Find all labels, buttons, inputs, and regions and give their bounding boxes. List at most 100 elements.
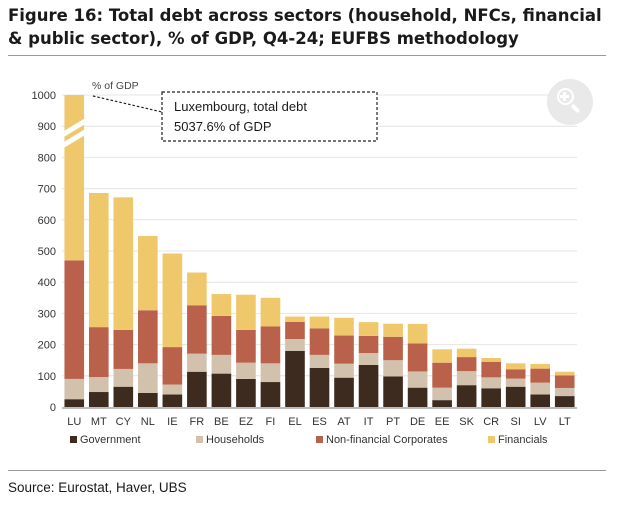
- annotation-connector: [92, 95, 163, 113]
- bar-fi-non-financial-corporates: [260, 326, 281, 364]
- x-tick-label: CR: [483, 416, 499, 428]
- bar-pt-government: [383, 376, 403, 407]
- bar-ie-government: [162, 394, 183, 407]
- bar-be-government: [211, 373, 232, 407]
- y-tick-label: 600: [38, 215, 56, 227]
- legend-label: Financials: [498, 434, 548, 446]
- x-tick-label: FR: [190, 416, 205, 428]
- legend-label: Non-financial Corporates: [326, 434, 448, 446]
- bar-es-households: [309, 354, 330, 368]
- bar-si-non-financial-corporates: [505, 369, 526, 379]
- y-axis-label: % of GDP: [92, 80, 139, 92]
- bar-fi-financials: [260, 297, 281, 327]
- legend-swatch: [70, 436, 77, 443]
- bar-pt-non-financial-corporates: [383, 336, 403, 361]
- bar-cr-households: [481, 377, 501, 389]
- x-tick-label: LU: [67, 416, 81, 428]
- bar-lv-financials: [530, 363, 551, 369]
- x-tick-label: NL: [141, 416, 155, 428]
- bar-at-non-financial-corporates: [334, 335, 354, 364]
- x-tick-label: MT: [91, 416, 107, 428]
- bar-lt-financials: [554, 371, 575, 376]
- bar-nl-government: [138, 392, 158, 407]
- stacked-bar-chart: 0 100 200 300 400 500 600 700 800 900 1000 % of GD…: [32, 80, 577, 446]
- bar-lt-households: [554, 387, 575, 397]
- bar-at-government: [334, 377, 354, 407]
- bar-ee-financials: [432, 349, 452, 363]
- bar-de-households: [407, 371, 428, 388]
- bar-at-financials: [334, 317, 354, 336]
- x-tick-label: IE: [167, 416, 177, 428]
- y-tick-label: 800: [38, 152, 56, 164]
- bar-fr-government: [187, 371, 207, 407]
- bar-de-non-financial-corporates: [407, 343, 428, 372]
- y-tick-label: 400: [38, 277, 56, 289]
- y-tick-label: 200: [38, 340, 56, 352]
- axis-break-mark: [63, 129, 86, 149]
- bar-pt-households: [383, 360, 403, 377]
- bar-si-government: [505, 386, 526, 407]
- bar-sk-government: [456, 385, 477, 407]
- bar-lv-non-financial-corporates: [530, 368, 551, 383]
- bar-lu-households: [64, 378, 85, 400]
- x-tick-label: CY: [116, 416, 132, 428]
- bar-lv-government: [530, 394, 551, 407]
- bar-cr-financials: [481, 358, 501, 362]
- x-tick-label: PT: [386, 416, 400, 428]
- bar-ez-non-financial-corporates: [236, 329, 256, 363]
- bar-it-government: [358, 364, 379, 407]
- x-tick-label: EE: [435, 416, 450, 428]
- x-tick-label: FI: [266, 416, 276, 428]
- bar-ee-households: [432, 387, 452, 401]
- legend-label: Government: [80, 434, 141, 446]
- y-tick-label: 500: [38, 246, 56, 258]
- annotation-line-2: 5037.6% of GDP: [174, 119, 272, 134]
- bar-ez-households: [236, 362, 256, 379]
- bar-mt-non-financial-corporates: [88, 327, 109, 378]
- x-tick-label: ES: [312, 416, 327, 428]
- source-note: Source: Eurostat, Haver, UBS: [8, 480, 187, 495]
- legend-label: Households: [206, 434, 265, 446]
- bar-el-non-financial-corporates: [285, 321, 305, 339]
- bar-mt-government: [88, 392, 109, 407]
- x-tick-label: BE: [214, 416, 229, 428]
- bar-fr-non-financial-corporates: [187, 305, 207, 354]
- legend-swatch: [488, 436, 495, 443]
- y-tick-label: 700: [38, 184, 56, 196]
- bar-lu-financials: [64, 95, 85, 261]
- y-tick-label: 100: [38, 371, 56, 383]
- bar-cy-households: [113, 368, 134, 387]
- bar-cr-government: [481, 388, 501, 407]
- x-tick-label: LV: [534, 416, 547, 428]
- bar-mt-financials: [88, 192, 109, 328]
- bar-it-households: [358, 353, 379, 365]
- bar-nl-households: [138, 363, 158, 393]
- axis-break-mark: [63, 118, 86, 138]
- bar-it-non-financial-corporates: [358, 335, 379, 354]
- bar-es-government: [309, 368, 330, 407]
- bar-be-households: [211, 354, 232, 374]
- bar-fi-households: [260, 363, 281, 383]
- bar-ie-financials: [162, 253, 183, 348]
- bar-ee-government: [432, 400, 452, 407]
- bar-cy-government: [113, 386, 134, 407]
- x-tick-label: EL: [288, 416, 301, 428]
- bar-mt-households: [88, 377, 109, 393]
- y-tick-label: 0: [50, 402, 56, 414]
- bar-es-non-financial-corporates: [309, 328, 330, 355]
- zoom-button[interactable]: [547, 79, 593, 125]
- figure-title: Figure 16: Total debt across sectors (ho…: [8, 6, 602, 48]
- bar-de-government: [407, 387, 428, 407]
- bar-pt-financials: [383, 323, 403, 337]
- bar-be-financials: [211, 294, 232, 316]
- y-tick-label: 900: [38, 121, 56, 133]
- bar-lu-government: [64, 399, 85, 407]
- bar-es-financials: [309, 316, 330, 329]
- bar-at-households: [334, 363, 354, 378]
- annotation: Luxembourg, total debt 5037.6% of GDP: [92, 91, 378, 142]
- y-tick-label: 1000: [32, 90, 56, 102]
- bar-nl-financials: [138, 236, 158, 311]
- bar-sk-financials: [456, 348, 477, 358]
- bar-ie-households: [162, 384, 183, 395]
- bar-sk-households: [456, 371, 477, 386]
